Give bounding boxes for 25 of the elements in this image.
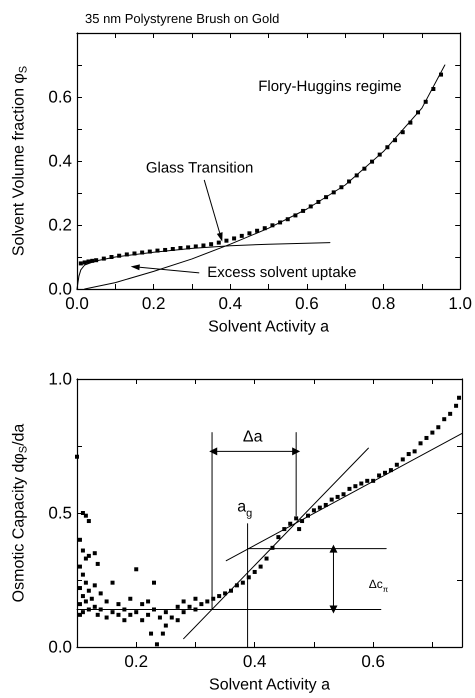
y-tick-label: 0.0 [48, 638, 72, 656]
annotation: a$_{g}$ [237, 498, 252, 520]
x-tick-label: 0.6 [361, 652, 385, 671]
chart-title: 35 nm Polystyrene Brush on Gold [85, 11, 280, 26]
y-axis-title: Solvent Volume fraction φS [10, 66, 30, 256]
y-axis-title: Osmotic Capacity dφS/da [10, 424, 30, 602]
annotation: Δa [242, 428, 263, 446]
x-tick-label: 1.0 [448, 294, 472, 313]
x-axis-title: Solvent Activity a [208, 318, 330, 336]
annotation: Δc$_{π}$ [368, 577, 389, 594]
annotation: Excess solvent uptake [207, 264, 357, 281]
x-tick-label: 0.4 [242, 652, 267, 671]
x-tick-label: 0.4 [218, 294, 242, 313]
y-tick-label: 0.6 [48, 88, 72, 106]
y-tick-label: 0.5 [48, 504, 72, 522]
x-tick-label: 0.8 [372, 294, 396, 313]
y-tick-label: 1.0 [48, 370, 72, 388]
y-tick-label: 0.4 [48, 152, 72, 170]
x-tick-label: 0.2 [124, 652, 148, 671]
x-tick-label: 0.2 [142, 294, 166, 313]
x-tick-label: 0.6 [295, 294, 319, 313]
x-axis-title: Solvent Activity a [209, 676, 330, 694]
annotation: Flory-Huggins regime [258, 78, 402, 95]
y-tick-label: 0.2 [48, 216, 72, 234]
annotation: Glass Transition [146, 160, 254, 177]
